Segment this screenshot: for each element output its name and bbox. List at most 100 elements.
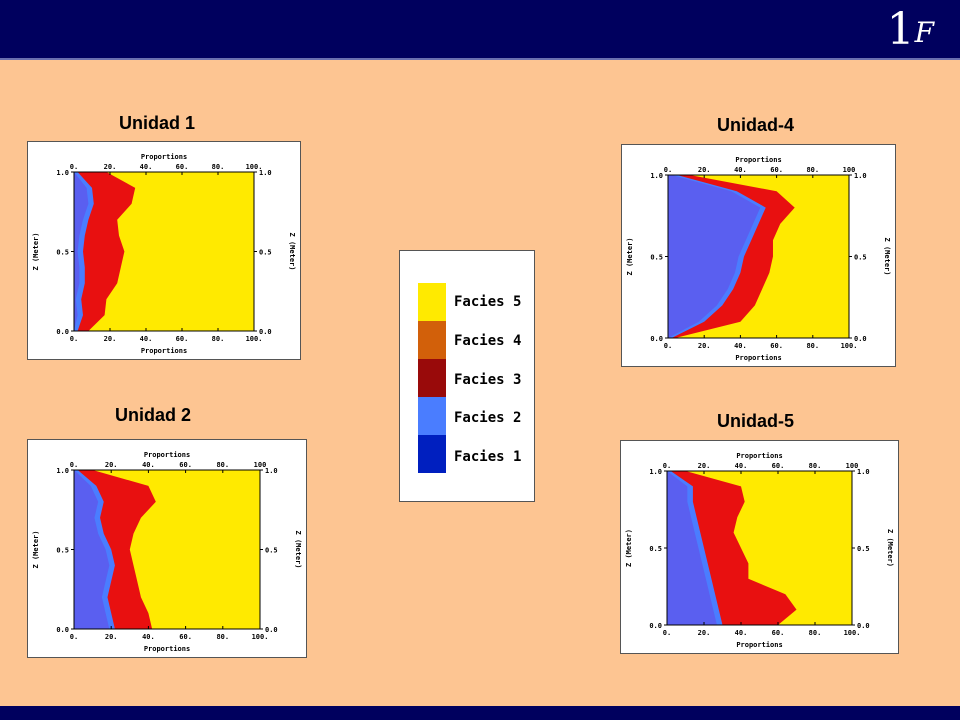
x-tick-label-top: 100: [254, 461, 267, 469]
y-tick-label-left: 0.0: [649, 622, 662, 630]
y-tick-label-left: 0.5: [56, 547, 69, 555]
x-tick-label-bottom: 0.: [70, 335, 78, 343]
x-tick-label-bottom: 40.: [734, 342, 747, 350]
y-tick-label-left: 0.0: [56, 328, 69, 336]
y-axis-title-right: Z (Meter): [288, 233, 296, 271]
y-axis-title-right: Z (Meter): [883, 238, 891, 276]
x-tick-label-bottom: 100.: [841, 342, 858, 350]
x-tick-label-bottom: 0.: [70, 633, 78, 641]
area-facies-1: [667, 471, 717, 625]
x-axis-title-bottom: Proportions: [141, 347, 187, 355]
x-tick-label-bottom: 60.: [176, 335, 189, 343]
logo-one: 1: [886, 4, 915, 55]
x-tick-label-bottom: 80.: [809, 629, 822, 637]
y-tick-label-left: 0.5: [56, 249, 69, 257]
legend-swatch-facies-5: [418, 283, 446, 321]
logo-f: F: [914, 16, 934, 49]
x-tick-label-top: 0.: [664, 166, 672, 174]
x-tick-label-bottom: 80.: [212, 335, 225, 343]
y-tick-label-right: 0.0: [854, 335, 867, 343]
x-tick-label-bottom: 100.: [252, 633, 269, 641]
x-tick-label-top: 80.: [809, 462, 822, 470]
header-bar: [0, 0, 960, 58]
legend-swatch-facies-2: [418, 397, 446, 435]
x-tick-label-top: 40.: [142, 461, 155, 469]
x-axis-title-bottom: Proportions: [735, 354, 781, 362]
y-tick-label-right: 0.0: [259, 328, 272, 336]
x-tick-label-top: 0.: [70, 461, 78, 469]
x-tick-label-top: 20.: [105, 461, 118, 469]
y-tick-label-right: 0.0: [265, 626, 278, 634]
y-tick-label-right: 1.0: [857, 468, 870, 476]
y-tick-label-right: 0.5: [854, 254, 867, 262]
legend-swatch-facies-3: [418, 359, 446, 397]
chart-panel-unidad-2: 0. 0. 20. 20. 40. 40. 60. 60. 80. 80. 100 100. 0.0 0.…: [27, 439, 307, 658]
x-tick-label-top: 100: [846, 462, 859, 470]
x-tick-label-bottom: 100.: [246, 335, 263, 343]
x-tick-label-bottom: 20.: [104, 335, 117, 343]
x-tick-label-top: 0.: [70, 163, 78, 171]
header-divider: [0, 58, 960, 60]
x-tick-label-bottom: 80.: [806, 342, 819, 350]
y-tick-label-right: 0.5: [265, 547, 278, 555]
chart-title-unidad-2: Unidad 2: [115, 405, 192, 425]
x-axis-title-top: Proportions: [735, 156, 781, 164]
legend-label-facies-2: Facies 2: [454, 410, 522, 426]
chart-panel-unidad-4: 0. 0. 20. 20. 40. 40. 60. 60. 80. 80. 100 100. 0.0 0.…: [621, 144, 896, 367]
y-tick-label-left: 1.0: [649, 468, 662, 476]
logo: 1F: [887, 8, 934, 52]
y-axis-title-right: Z (Meter): [886, 529, 894, 567]
x-axis-title-top: Proportions: [141, 153, 187, 161]
y-tick-label-left: 0.5: [650, 254, 663, 262]
y-tick-label-right: 1.0: [265, 467, 278, 475]
chart-title-unidad-5: Unidad-5: [717, 411, 795, 431]
y-axis-title-left: Z (Meter): [625, 529, 633, 567]
x-tick-label-top: 0.: [663, 462, 671, 470]
y-tick-label-left: 1.0: [56, 467, 69, 475]
chart-panel-unidad-1: 0. 0. 20. 20. 40. 40. 60. 60. 80. 80. 100. 100. 0.0 0…: [27, 141, 301, 360]
x-tick-label-top: 40.: [140, 163, 153, 171]
y-tick-label-right: 0.5: [259, 249, 272, 257]
y-axis-title-right: Z (Meter): [294, 531, 302, 569]
x-tick-label-top: 80.: [806, 166, 819, 174]
x-tick-label-bottom: 60.: [772, 629, 785, 637]
x-tick-label-bottom: 40.: [142, 633, 155, 641]
legend-label-facies-1: Facies 1: [454, 449, 522, 465]
facies-legend: Facies 5 Facies 4 Facies 3 Facies 2 Faci…: [399, 250, 535, 502]
legend-swatch-facies-1: [418, 435, 446, 473]
footer-bar: [0, 706, 960, 720]
x-tick-label-bottom: 60.: [770, 342, 783, 350]
x-tick-label-bottom: 80.: [216, 633, 229, 641]
y-axis-title-left: Z (Meter): [32, 233, 40, 271]
x-tick-label-top: 60.: [179, 461, 192, 469]
x-tick-label-bottom: 0.: [664, 342, 672, 350]
chart-panel-unidad-5: 0. 0. 20. 20. 40. 40. 60. 60. 80. 80. 100 100. 0.0 0.…: [620, 440, 899, 654]
chart-title-unidad-1: Unidad 1: [119, 113, 196, 133]
x-axis-title-bottom: Proportions: [144, 645, 190, 653]
x-axis-title-top: Proportions: [144, 451, 190, 459]
x-tick-label-top: 80.: [212, 163, 225, 171]
x-tick-label-top: 100: [843, 166, 856, 174]
x-tick-label-bottom: 20.: [105, 633, 118, 641]
y-tick-label-left: 1.0: [650, 172, 663, 180]
y-tick-label-right: 0.5: [857, 545, 870, 553]
legend-swatch-facies-4: [418, 321, 446, 359]
x-tick-label-top: 20.: [104, 163, 117, 171]
y-tick-label-left: 0.0: [56, 626, 69, 634]
legend-label-facies-4: Facies 4: [454, 333, 522, 349]
x-tick-label-bottom: 0.: [663, 629, 671, 637]
legend-label-facies-3: Facies 3: [454, 372, 522, 388]
y-tick-label-right: 1.0: [854, 172, 867, 180]
x-tick-label-bottom: 100.: [844, 629, 861, 637]
y-tick-label-left: 1.0: [56, 169, 69, 177]
x-tick-label-top: 20.: [698, 166, 711, 174]
x-tick-label-bottom: 20.: [698, 342, 711, 350]
x-axis-title-top: Proportions: [736, 452, 782, 460]
x-tick-label-bottom: 40.: [735, 629, 748, 637]
area-facies-1: [74, 470, 110, 629]
y-tick-label-right: 1.0: [259, 169, 272, 177]
y-axis-title-left: Z (Meter): [626, 238, 634, 276]
